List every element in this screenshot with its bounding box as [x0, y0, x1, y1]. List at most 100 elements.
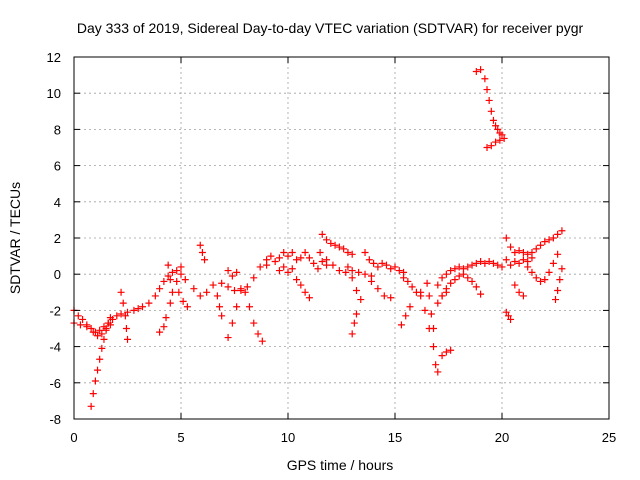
- y-tick-label: 10: [47, 86, 61, 101]
- series-s33: [511, 281, 527, 300]
- data-point: [507, 261, 515, 269]
- data-point: [500, 134, 508, 142]
- data-point: [477, 258, 485, 266]
- series-s15: [318, 230, 356, 258]
- data-point: [447, 346, 455, 354]
- series-s27: [438, 270, 485, 300]
- series-s36: [552, 265, 566, 304]
- series-s5: [156, 261, 176, 336]
- data-point: [164, 272, 172, 280]
- data-point: [374, 263, 382, 271]
- data-point: [404, 277, 412, 285]
- data-point: [528, 268, 536, 276]
- series-s32: [502, 254, 536, 269]
- data-point: [498, 131, 506, 139]
- data-point: [237, 285, 245, 293]
- data-point: [348, 274, 356, 282]
- data-point: [190, 285, 198, 293]
- data-point: [275, 254, 283, 262]
- data-point: [554, 286, 562, 294]
- data-point: [451, 276, 459, 284]
- data-point: [224, 283, 232, 291]
- data-point: [511, 258, 519, 266]
- data-point: [87, 402, 95, 410]
- data-point: [310, 259, 318, 267]
- data-point: [119, 299, 127, 307]
- data-point: [134, 305, 142, 313]
- data-point: [301, 248, 309, 256]
- data-point: [329, 261, 337, 269]
- x-tick-label: 20: [495, 430, 509, 445]
- data-point: [100, 335, 108, 343]
- data-point: [168, 268, 176, 276]
- data-point: [196, 241, 204, 249]
- data-point: [275, 267, 283, 275]
- data-point: [455, 263, 463, 271]
- data-point: [357, 296, 365, 304]
- data-point: [502, 308, 510, 316]
- data-point: [397, 321, 405, 329]
- data-point: [323, 256, 331, 264]
- data-point: [335, 267, 343, 275]
- data-point: [340, 245, 348, 253]
- data-point: [96, 326, 104, 334]
- data-point: [271, 258, 279, 266]
- data-point: [537, 277, 545, 285]
- y-tick-label: 12: [47, 50, 61, 65]
- data-point: [344, 263, 352, 271]
- data-point: [305, 294, 313, 302]
- data-point: [122, 325, 130, 332]
- data-point: [382, 261, 390, 269]
- data-point: [168, 288, 176, 296]
- data-point: [216, 303, 224, 311]
- series-s30: [483, 134, 508, 151]
- data-point: [447, 267, 455, 275]
- data-point: [117, 310, 125, 318]
- data-point: [434, 281, 442, 289]
- data-point: [507, 315, 515, 323]
- series-s7: [190, 256, 271, 300]
- data-point: [179, 297, 187, 305]
- data-point: [447, 279, 455, 287]
- series-s11: [241, 288, 266, 345]
- data-point: [524, 250, 532, 258]
- data-point: [288, 265, 296, 273]
- data-point: [519, 292, 527, 300]
- x-tick-label: 5: [177, 430, 184, 445]
- series-s17: [344, 263, 365, 304]
- data-point: [524, 263, 532, 271]
- y-tick-label: 2: [54, 231, 61, 246]
- data-point: [554, 230, 562, 238]
- data-point: [496, 136, 504, 144]
- data-point: [335, 243, 343, 251]
- data-point: [545, 268, 553, 276]
- data-point: [175, 288, 183, 296]
- data-point: [487, 107, 495, 115]
- data-point: [477, 66, 485, 74]
- data-point: [348, 250, 356, 258]
- data-point: [492, 138, 500, 146]
- data-point: [181, 276, 189, 284]
- data-point: [367, 277, 375, 285]
- data-point: [387, 265, 395, 273]
- data-point: [451, 265, 459, 273]
- data-point: [284, 252, 292, 260]
- series-s1: [70, 267, 189, 336]
- data-point: [301, 288, 309, 296]
- data-point: [121, 312, 129, 320]
- data-point: [378, 259, 386, 267]
- series-s35: [524, 250, 562, 285]
- series-s2: [70, 319, 114, 340]
- data-point: [145, 299, 153, 307]
- data-point: [224, 334, 232, 342]
- data-point: [492, 122, 500, 130]
- data-point: [558, 227, 566, 235]
- data-point: [348, 267, 356, 275]
- data-point: [402, 312, 410, 320]
- data-point: [233, 268, 241, 276]
- x-tick-label: 0: [70, 430, 77, 445]
- data-point: [477, 290, 485, 298]
- data-point: [280, 263, 288, 271]
- data-point: [423, 279, 431, 287]
- data-point: [352, 286, 360, 294]
